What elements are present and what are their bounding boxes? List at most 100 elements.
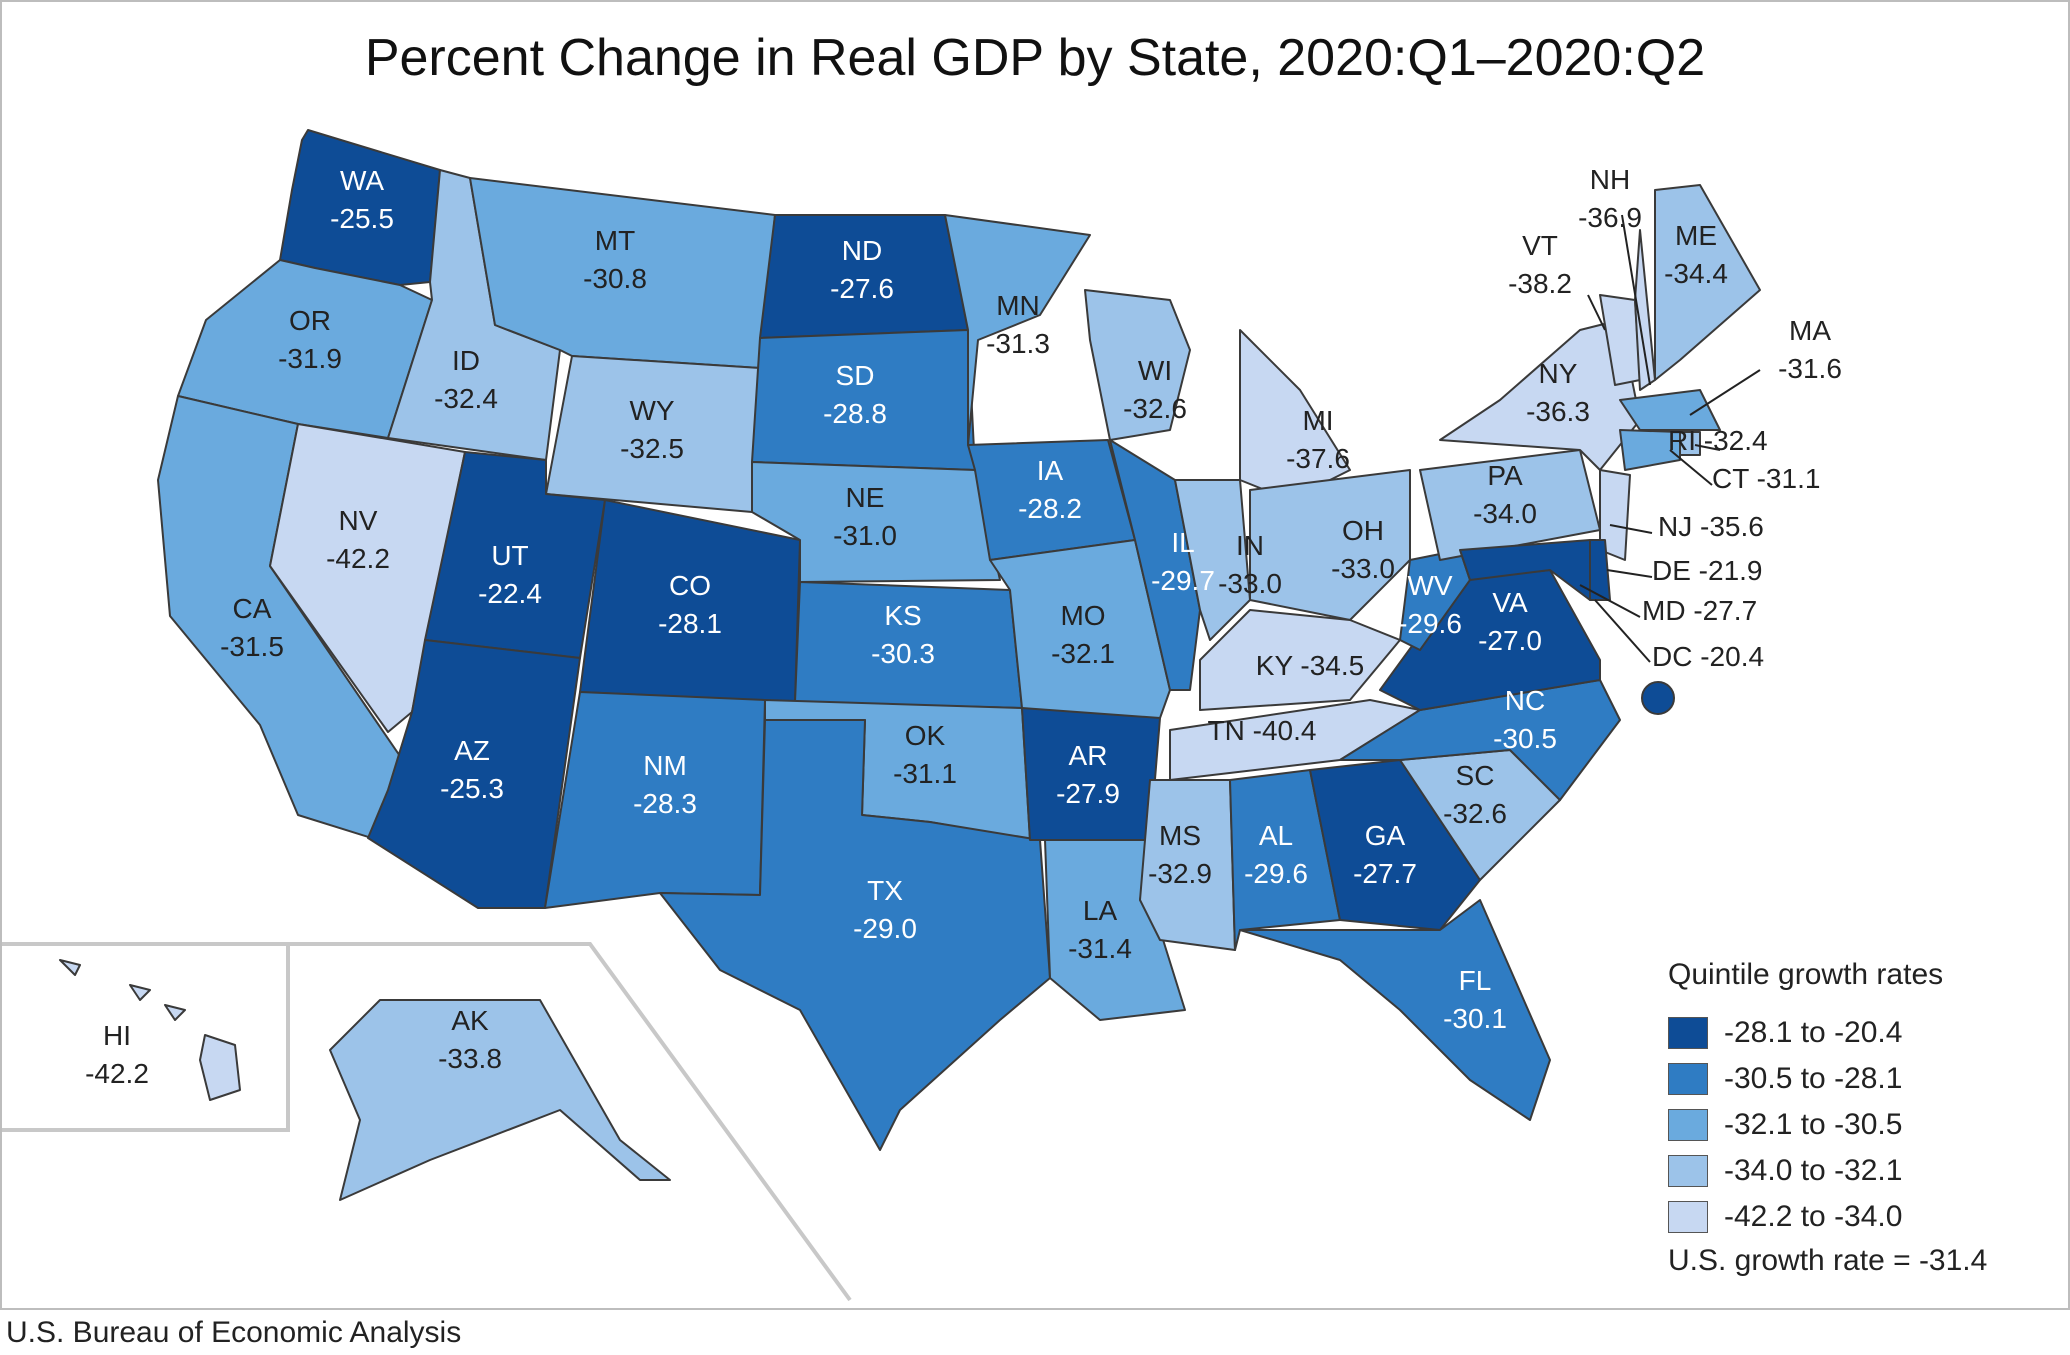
state-value-ga: -27.7	[1353, 858, 1417, 889]
state-label-dc: DC -20.4	[1652, 641, 1764, 672]
state-ct	[1619, 429, 1681, 471]
state-value-ak: -33.8	[438, 1043, 502, 1074]
state-mn	[944, 214, 1091, 446]
leader-line	[1621, 214, 1651, 386]
state-value-wv: -29.6	[1398, 608, 1462, 639]
leader-line	[1669, 449, 1713, 486]
state-ga	[1309, 759, 1481, 931]
state-label-nh: NH	[1590, 164, 1630, 195]
state-value-il: -29.7	[1151, 565, 1215, 596]
state-value-nv: -42.2	[326, 543, 390, 574]
state-value-in: -33.0	[1218, 568, 1282, 599]
state-label-nv: NV	[339, 505, 378, 536]
state-label-nd: ND	[842, 235, 882, 266]
source-footer: U.S. Bureau of Economic Analysis	[6, 1316, 462, 1349]
state-al	[1229, 769, 1341, 951]
state-value-or: -31.9	[278, 343, 342, 374]
state-label-ky: KY -34.5	[1256, 650, 1364, 681]
state-value-nm: -28.3	[633, 788, 697, 819]
state-label-id: ID	[452, 345, 480, 376]
state-value-ut: -22.4	[478, 578, 542, 609]
state-me	[1654, 184, 1761, 381]
state-label-pa: PA	[1487, 460, 1523, 491]
state-label-mo: MO	[1060, 600, 1105, 631]
state-az	[367, 639, 581, 909]
state-md	[1459, 539, 1591, 601]
state-label-ma: MA	[1789, 315, 1831, 346]
state-label-ne: NE	[846, 482, 885, 513]
leader-lines	[1579, 214, 1761, 663]
state-value-sc: -32.6	[1443, 798, 1507, 829]
state-label-il: IL	[1171, 527, 1194, 558]
state-value-az: -25.3	[440, 773, 504, 804]
leader-line	[1694, 444, 1721, 451]
state-label-me: ME	[1675, 220, 1717, 251]
state-value-nd: -27.6	[830, 273, 894, 304]
legend-label: -42.2 to -34.0	[1724, 1200, 1903, 1233]
leader-line	[1579, 584, 1641, 618]
state-value-mo: -32.1	[1051, 638, 1115, 669]
legend-item: -32.1 to -30.5	[1668, 1102, 2058, 1148]
legend-label: -34.0 to -32.1	[1724, 1154, 1903, 1187]
state-value-fl: -30.1	[1443, 1003, 1507, 1034]
state-co	[579, 499, 801, 703]
state-label-wi: WI	[1138, 355, 1172, 386]
state-ma	[1619, 389, 1721, 431]
state-value-ks: -30.3	[871, 638, 935, 669]
legend-label: -32.1 to -30.5	[1724, 1108, 1903, 1141]
legend-swatch	[1668, 1063, 1708, 1095]
legend-item: -28.1 to -20.4	[1668, 1010, 2058, 1056]
state-wi	[1084, 289, 1191, 441]
leader-line	[1594, 599, 1651, 663]
state-label-sc: SC	[1456, 760, 1495, 791]
state-label-tx: TX	[867, 875, 903, 906]
state-dc	[1641, 681, 1675, 715]
state-value-al: -29.6	[1244, 858, 1308, 889]
state-value-ny: -36.3	[1526, 396, 1590, 427]
state-ar	[1021, 707, 1161, 841]
state-value-mt: -30.8	[583, 263, 647, 294]
state-value-wy: -32.5	[620, 433, 684, 464]
state-label-co: CO	[669, 570, 711, 601]
state-value-wa: -25.5	[330, 203, 394, 234]
state-label-ak: AK	[451, 1005, 489, 1036]
state-value-co: -28.1	[658, 608, 722, 639]
state-value-mi: -37.6	[1286, 443, 1350, 474]
us-choropleth-map: WA -25.5 OR -31.9 CA -31.5 NV -42.2 ID -32.4 MT -30…	[2, 129, 1842, 1302]
state-value-ma: -31.6	[1778, 353, 1842, 384]
leader-line	[1587, 294, 1606, 331]
state-value-ia: -28.2	[1018, 493, 1082, 524]
state-label-mn: MN	[996, 290, 1040, 321]
legend-item: -42.2 to -34.0	[1668, 1194, 2058, 1240]
state-label-fl: FL	[1459, 965, 1492, 996]
state-nh	[1634, 229, 1656, 391]
state-value-pa: -34.0	[1473, 498, 1537, 529]
state-value-ca: -31.5	[220, 631, 284, 662]
state-label-ar: AR	[1069, 740, 1108, 771]
state-value-tx: -29.0	[853, 913, 917, 944]
state-label-va: VA	[1492, 587, 1528, 618]
state-nv	[269, 423, 466, 733]
state-value-sd: -28.8	[823, 398, 887, 429]
state-label-nj: NJ -35.6	[1658, 511, 1764, 542]
state-value-ne: -31.0	[833, 520, 897, 551]
state-label-oh: OH	[1342, 515, 1384, 546]
leader-line	[1689, 369, 1761, 416]
state-label-wy: WY	[629, 395, 674, 426]
legend-swatch	[1668, 1155, 1708, 1187]
state-label-in: IN	[1236, 530, 1264, 561]
state-label-ks: KS	[884, 600, 921, 631]
state-value-me: -34.4	[1664, 258, 1728, 289]
state-label-mt: MT	[595, 225, 635, 256]
state-value-ms: -32.9	[1148, 858, 1212, 889]
state-label-wa: WA	[340, 165, 384, 196]
leader-line	[1609, 524, 1653, 534]
legend-title: Quintile growth rates	[1668, 958, 1944, 991]
state-in	[1174, 479, 1251, 641]
state-value-ar: -27.9	[1056, 778, 1120, 809]
state-value-hi: -42.2	[85, 1058, 149, 1089]
us-growth-rate: U.S. growth rate = -31.4	[1668, 1244, 1988, 1277]
legend: Quintile growth rates -28.1 to -20.4 -30…	[1668, 958, 2058, 1278]
state-label-ct: CT -31.1	[1712, 463, 1820, 494]
state-label-ut: UT	[491, 540, 528, 571]
